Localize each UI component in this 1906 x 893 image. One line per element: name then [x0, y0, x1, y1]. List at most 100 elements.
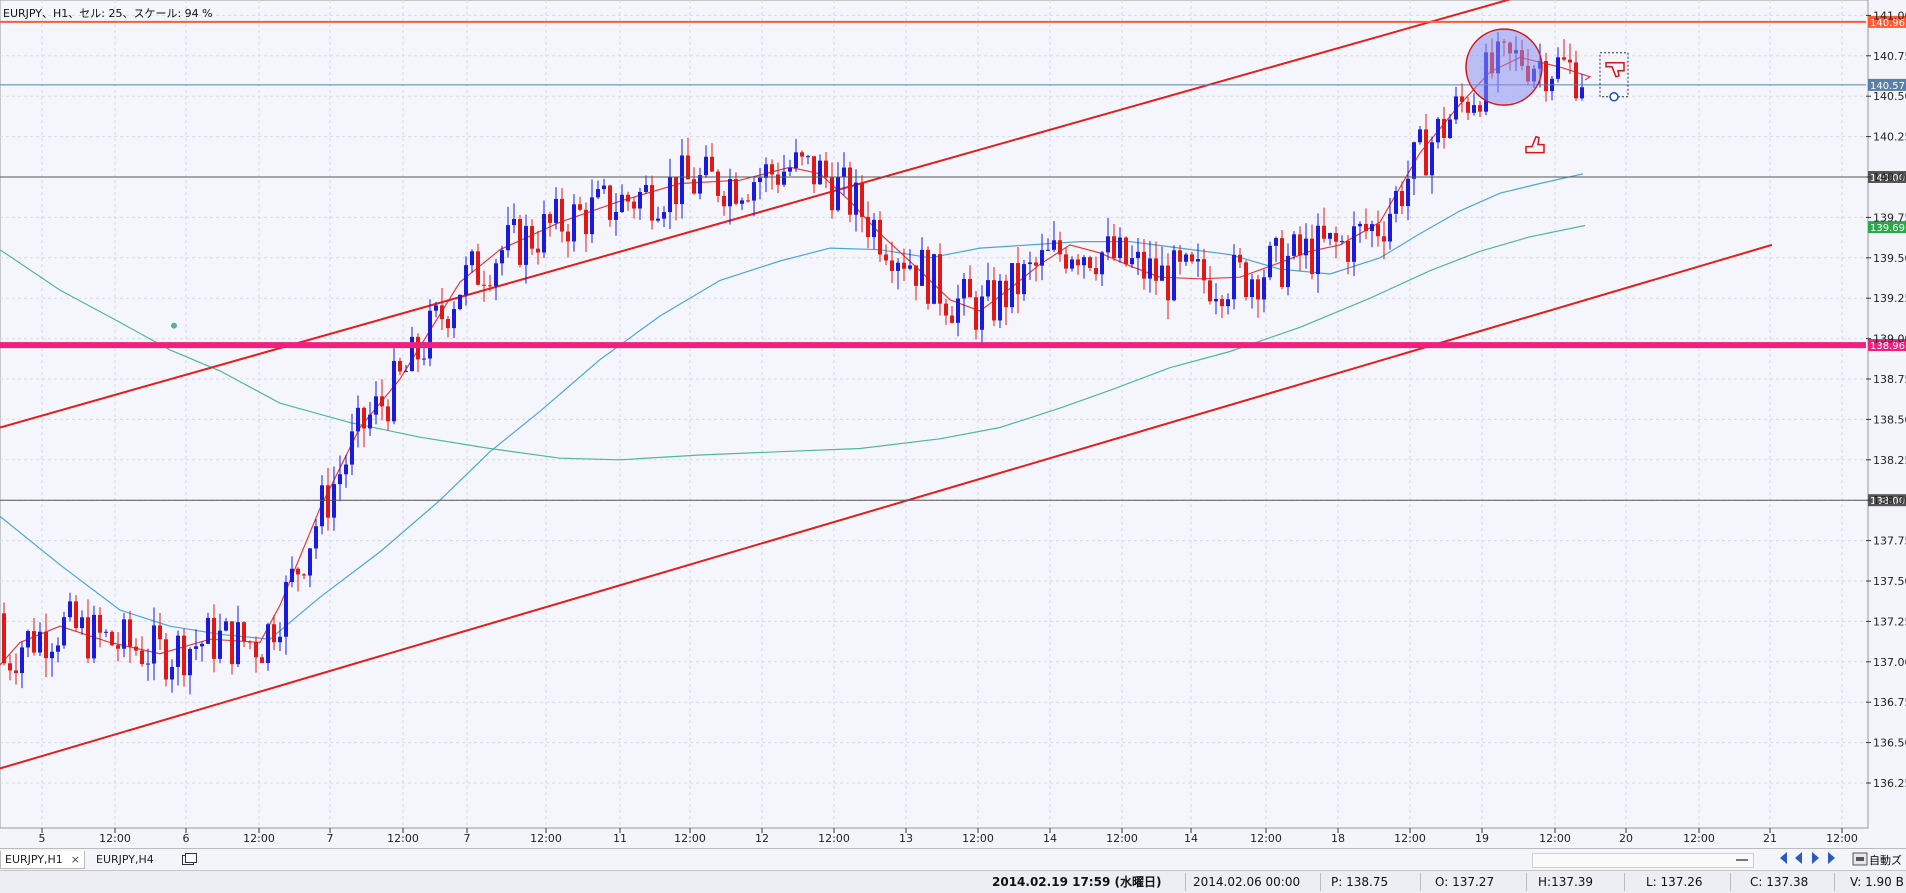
candle-bull	[422, 358, 426, 360]
candle-bear	[1220, 298, 1224, 307]
nav-prev-button[interactable]	[1795, 852, 1802, 864]
candle-bull	[1136, 251, 1140, 259]
candle-bear	[212, 617, 216, 659]
candle-bull	[20, 647, 24, 674]
nav-first-button[interactable]	[1780, 852, 1787, 864]
candle-bull	[284, 582, 288, 637]
candle-bull	[920, 249, 924, 286]
candle-bull	[1418, 129, 1422, 143]
candle-bull	[782, 171, 786, 185]
candle-bear	[1544, 61, 1548, 92]
candle-bear	[1244, 262, 1248, 298]
candle-bear	[860, 182, 864, 217]
candle-bull	[314, 526, 318, 549]
candle-bull	[908, 265, 912, 269]
x-tick-label: 12:00	[243, 832, 275, 845]
candle-bull	[1196, 259, 1200, 262]
candle-bull	[794, 152, 798, 169]
price-tag-label: 140.57	[1870, 81, 1905, 92]
y-tick-label: 138.75	[1873, 373, 1906, 386]
y-tick-label: 140.25	[1873, 131, 1906, 144]
candle-bull	[752, 182, 756, 201]
candle-bull	[854, 182, 858, 215]
candle-bear	[608, 185, 612, 220]
scroll-lock-icon[interactable]	[1852, 851, 1868, 867]
nav-last-button[interactable]	[1828, 852, 1835, 864]
candle-bull	[896, 262, 900, 271]
nav-next-button[interactable]	[1812, 852, 1819, 864]
candle-bear	[1256, 279, 1260, 300]
candle-bear	[296, 568, 300, 575]
status-pivot: P: 138.75	[1331, 875, 1389, 889]
candle-bull	[62, 617, 66, 646]
candle-bull	[542, 214, 546, 253]
candle-bear	[182, 635, 186, 676]
candle-bull	[1304, 238, 1308, 256]
candle-bear	[1334, 233, 1338, 242]
y-tick-label: 140.75	[1873, 50, 1906, 63]
candle-bear	[776, 174, 780, 185]
candle-bull	[56, 645, 60, 652]
price-tag	[1868, 494, 1906, 507]
candle-bear	[734, 179, 738, 204]
candle-bear	[1364, 223, 1368, 232]
candle-bear	[1034, 262, 1038, 266]
candle-bear	[1562, 57, 1566, 60]
candle-bear	[710, 156, 714, 172]
candle-bear	[386, 406, 390, 422]
candle-bull	[644, 185, 648, 192]
x-tick-label: 12:00	[1250, 832, 1282, 845]
candle-bear	[1280, 238, 1284, 288]
tab-eurjpy-h4[interactable]: EURJPY,H4	[92, 851, 158, 868]
candle-bear	[134, 646, 138, 651]
candle-bull	[338, 474, 342, 485]
candle-bear	[1424, 129, 1428, 176]
candle-bear	[884, 254, 888, 261]
candle-bear	[164, 639, 168, 680]
y-tick-label: 141.00	[1873, 9, 1906, 22]
candle-bull	[986, 280, 990, 297]
candle-bull	[1082, 257, 1086, 266]
window-arrange-icon[interactable]	[181, 852, 199, 867]
scrollbar-thumb[interactable]	[1736, 859, 1748, 861]
candle-bear	[1112, 236, 1116, 259]
candle-bull	[1214, 298, 1218, 302]
close-icon[interactable]: ×	[70, 853, 80, 866]
candle-bull	[788, 168, 792, 172]
candle-bull	[374, 396, 378, 415]
candle-bull	[26, 631, 30, 648]
candle-bull	[1262, 277, 1266, 300]
candle-bull	[332, 484, 336, 518]
candle-bull	[1394, 191, 1398, 214]
candle-bull	[818, 160, 822, 185]
x-tick-label: 12:00	[1539, 832, 1571, 845]
candle-bull	[728, 179, 732, 207]
x-tick-label: 12:00	[530, 832, 562, 845]
tab-eurjpy-h1[interactable]: EURJPY,H1 ×	[0, 851, 85, 869]
candle-bear	[674, 177, 678, 205]
y-tick-label: 139.00	[1873, 333, 1906, 346]
x-tick-label: 12:00	[1683, 832, 1715, 845]
candle-bull	[404, 370, 408, 372]
candle-bull	[356, 407, 360, 432]
x-tick-label: 12:00	[1106, 832, 1138, 845]
candle-bear	[476, 251, 480, 285]
horizontal-scrollbar[interactable]	[1532, 853, 1754, 868]
candle-bear	[686, 155, 690, 180]
candle-bear	[830, 177, 834, 211]
x-tick-label: 12	[755, 832, 769, 845]
y-tick-label: 136.50	[1873, 737, 1906, 750]
candle-bear	[926, 249, 930, 304]
candle-bear	[2, 613, 6, 664]
candle-bull	[1100, 252, 1104, 275]
candle-bull	[596, 189, 600, 198]
candle-bull	[614, 212, 618, 220]
candle-bear	[626, 194, 630, 202]
candle-bear	[1016, 263, 1020, 295]
candle-bear	[866, 216, 870, 238]
candle-bull	[1226, 299, 1230, 307]
x-tick-label: 12:00	[818, 832, 850, 845]
candle-bear	[902, 262, 906, 269]
x-tick-label: 7	[327, 832, 334, 845]
